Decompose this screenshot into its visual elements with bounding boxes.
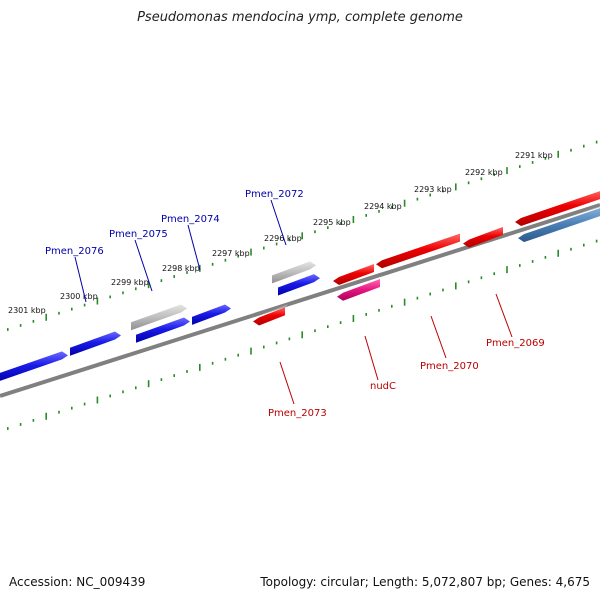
- gene-rna-nudc-bevel: [343, 276, 383, 293]
- gene-reverse-1: [333, 263, 374, 285]
- inner-tick-track: [7, 239, 598, 430]
- genome-backbone: [0, 203, 600, 398]
- gene-forward-pmen-2076: [70, 331, 121, 356]
- gene-forward-pmen-2076-bevel: [70, 328, 118, 348]
- leader-line: [495, 293, 513, 338]
- gene-pseudo-1: [131, 304, 187, 331]
- gene-features: [0, 189, 600, 381]
- gene-labels: Pmen_2076 Pmen_2075 Pmen_2074 Pmen_2072 Pmen…: [45, 189, 545, 419]
- forward-gene-label: Pmen_2075: [109, 229, 168, 240]
- reverse-gene-label: Pmen_2070: [420, 361, 479, 372]
- gene-forward-pmen-2074: [192, 304, 231, 325]
- ruler-label: 2299 kbp: [111, 278, 149, 287]
- gene-reverse-pmen-2069: [463, 226, 503, 248]
- gene-steel-1-bevel: [524, 206, 600, 235]
- leader-line: [74, 256, 87, 303]
- gene-reverse-2-bevel: [521, 189, 600, 219]
- forward-gene-label: Pmen_2076: [45, 246, 104, 257]
- genome-info-text: Topology: circular; Length: 5,072,807 bp…: [260, 575, 590, 589]
- gene-forward-pmen-2074-bevel: [192, 301, 228, 317]
- gene-forward-1-bevel: [0, 348, 65, 373]
- gene-forward-1: [0, 351, 68, 381]
- outer-tick-track: [7, 140, 598, 331]
- leader-line: [364, 335, 379, 381]
- gene-pseudo-2: [272, 261, 316, 284]
- ruler-label: 2301 kbp: [8, 306, 46, 315]
- genome-title: Pseudomonas mendocina ymp, complete geno…: [137, 10, 463, 25]
- reverse-gene-label: Pmen_2069: [486, 338, 545, 349]
- gene-forward-pmen-2075-bevel: [136, 314, 187, 335]
- gene-forward-pmen-2072-bevel: [278, 271, 317, 288]
- ruler-label: 2298 kbp: [162, 264, 200, 273]
- leader-line: [270, 199, 287, 246]
- ruler-label: 2296 kbp: [264, 234, 302, 243]
- gene-reverse-2: [515, 191, 600, 227]
- leader-line: [187, 224, 201, 271]
- ruler-label: 2292 kbp: [465, 168, 503, 177]
- gene-reverse-pmen-2073-bevel: [259, 304, 288, 318]
- ruler-label: 2291 kbp: [515, 151, 553, 160]
- leader-line: [279, 361, 295, 405]
- ruler-label: 2295 kbp: [313, 218, 351, 227]
- leader-line: [134, 239, 153, 292]
- gene-forward-pmen-2075: [136, 317, 190, 343]
- gene-reverse-1-bevel: [339, 260, 377, 277]
- gene-reverse-pmen-2070: [376, 233, 460, 269]
- leader-line: [430, 315, 447, 359]
- gene-forward-pmen-2072: [278, 274, 320, 296]
- forward-gene-label: Pmen_2074: [161, 214, 220, 225]
- gene-reverse-pmen-2073: [253, 307, 285, 326]
- tick-tracks: [7, 140, 598, 430]
- gene-steel-1: [518, 208, 600, 243]
- gene-pseudo-1-bevel: [131, 301, 184, 323]
- reverse-gene-label: Pmen_2073: [268, 408, 327, 419]
- gene-reverse-pmen-2070-bevel: [382, 230, 463, 261]
- accession-text: Accession: NC_009439: [9, 575, 146, 589]
- gene-rna-nudc: [337, 279, 380, 301]
- ruler-labels: 2301 kbp 2300 kbp 2299 kbp 2298 kbp 2297 kbp…: [8, 151, 553, 315]
- reverse-gene-label: nudC: [370, 381, 396, 392]
- ruler-label: 2294 kbp: [364, 202, 402, 211]
- ruler-label: 2300 kbp: [60, 292, 98, 301]
- forward-gene-label: Pmen_2072: [245, 189, 304, 200]
- gene-reverse-pmen-2069-bevel: [469, 223, 506, 240]
- ruler-label: 2293 kbp: [414, 185, 452, 194]
- gene-pseudo-2-bevel: [272, 258, 313, 276]
- ruler-label: 2297 kbp: [212, 249, 250, 258]
